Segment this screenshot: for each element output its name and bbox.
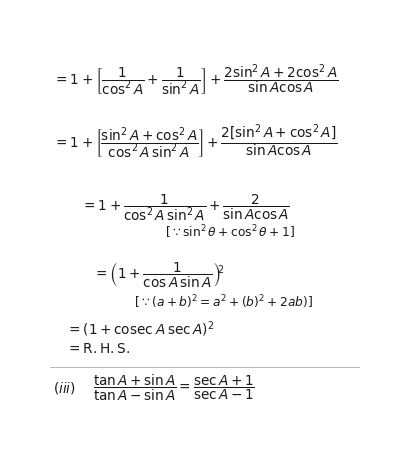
Text: $= 1 + \left[\dfrac{1}{\cos^2 A}+\dfrac{1}{\sin^2 A}\right] + \dfrac{2\sin^2 A +: $= 1 + \left[\dfrac{1}{\cos^2 A}+\dfrac{… [53,63,338,98]
Text: $= \left(1 + \dfrac{1}{\cos A\,\sin A}\right)^{\!\!2}$: $= \left(1 + \dfrac{1}{\cos A\,\sin A}\r… [94,260,225,289]
Text: $= (1 + \mathrm{cosec}\;A\,\sec A)^2$: $= (1 + \mathrm{cosec}\;A\,\sec A)^2$ [66,319,214,338]
Text: $= \mathrm{R.H.S.}$: $= \mathrm{R.H.S.}$ [66,341,130,355]
Text: $(iii)$: $(iii)$ [53,379,76,395]
Text: $[\because (a + b)^2 = a^2 + (b)^2 + 2ab)]$: $[\because (a + b)^2 = a^2 + (b)^2 + 2ab… [134,293,313,310]
Text: $= 1 + \dfrac{1}{\cos^2 A\,\sin^2 A} + \dfrac{2}{\sin A \cos A}$: $= 1 + \dfrac{1}{\cos^2 A\,\sin^2 A} + \… [81,192,290,222]
Text: $\dfrac{\tan A + \sin A}{\tan A - \sin A} = \dfrac{\sec A + 1}{\sec A - 1}$: $\dfrac{\tan A + \sin A}{\tan A - \sin A… [94,372,255,402]
Text: $= 1 + \left[\dfrac{\sin^2 A + \cos^2 A}{\cos^2 A\,\sin^2 A}\right] + \dfrac{2[\: $= 1 + \left[\dfrac{\sin^2 A + \cos^2 A}… [53,122,338,160]
Text: $[\because \sin^2\theta + \cos^2\theta + 1]$: $[\because \sin^2\theta + \cos^2\theta +… [165,223,295,241]
